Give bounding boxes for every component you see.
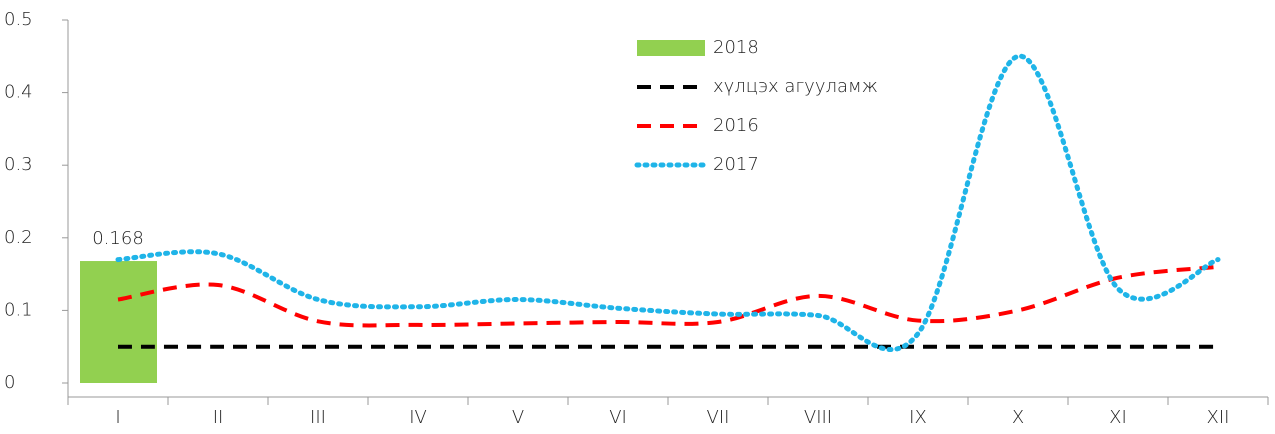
x-tick-label: XII (1207, 407, 1230, 428)
x-tick-label: IX (909, 407, 927, 428)
y-tick-label: 0 (4, 372, 15, 393)
x-tick-label: III (310, 407, 326, 428)
legend-label: 2017 (713, 154, 759, 175)
legend-swatch (637, 40, 705, 56)
bar (80, 261, 157, 383)
legend-label: хүлцэх агууламж (713, 76, 878, 97)
x-tick-label: IV (409, 407, 427, 428)
x-tick-label: X (1012, 407, 1024, 428)
x-tick-label: I (115, 407, 120, 428)
x-tick-label: VII (707, 407, 730, 428)
y-tick-label: 0.5 (4, 9, 33, 30)
line (117, 264, 1219, 328)
x-tick-label: II (213, 407, 224, 428)
y-tick-label: 0.2 (4, 227, 33, 248)
x-tick-label: VI (609, 407, 627, 428)
y-tick-label: 0.1 (4, 299, 33, 320)
y-tick-label: 0.4 (4, 82, 33, 103)
line (115, 53, 1221, 352)
x-tick-label: VIII (804, 407, 832, 428)
x-tick-label: XI (1109, 407, 1127, 428)
legend-label: 2018 (713, 37, 759, 58)
y-tick-label: 0.3 (4, 154, 33, 175)
x-tick-label: V (512, 407, 524, 428)
legend-label: 2016 (713, 115, 759, 136)
data-label: 0.168 (92, 228, 144, 249)
